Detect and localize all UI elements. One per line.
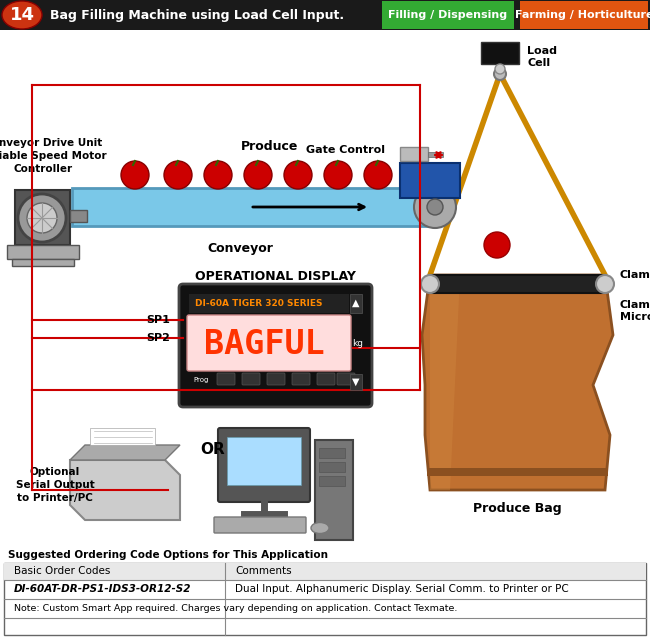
Circle shape (484, 232, 510, 258)
Text: ▲: ▲ (352, 298, 359, 308)
Bar (400, 147, 428, 161)
Circle shape (284, 161, 312, 189)
Bar (319, 448, 345, 458)
FancyBboxPatch shape (217, 373, 235, 385)
Bar (227, 437, 301, 485)
Text: Conveyor Drive Unit
Variable Speed Motor
Controller: Conveyor Drive Unit Variable Speed Motor… (0, 138, 107, 174)
Circle shape (494, 68, 506, 80)
Text: Comments: Comments (235, 567, 292, 576)
Text: Clamp: Clamp (620, 270, 650, 280)
Bar (481, 42, 519, 64)
Bar (382, 1, 514, 29)
Ellipse shape (311, 523, 329, 534)
Polygon shape (422, 275, 613, 490)
Bar (430, 275, 605, 293)
Text: Optional
Serial Output
to Printer/PC: Optional Serial Output to Printer/PC (16, 467, 94, 503)
Bar (189, 294, 349, 313)
Circle shape (364, 161, 392, 189)
Circle shape (421, 275, 439, 293)
Text: DI-60AT-DR-PS1-IDS3-OR12-S2: DI-60AT-DR-PS1-IDS3-OR12-S2 (14, 585, 192, 594)
Text: Bag Filling Machine using Load Cell Input.: Bag Filling Machine using Load Cell Inpu… (50, 8, 344, 22)
FancyBboxPatch shape (218, 428, 310, 502)
Circle shape (414, 186, 456, 228)
Text: Gate Control: Gate Control (306, 145, 385, 155)
Text: Dual Input. Alphanumeric Display. Serial Comm. to Printer or PC: Dual Input. Alphanumeric Display. Serial… (235, 585, 569, 594)
Circle shape (244, 161, 272, 189)
FancyBboxPatch shape (187, 315, 351, 371)
FancyBboxPatch shape (214, 517, 306, 533)
Circle shape (27, 203, 57, 233)
Text: SP2: SP2 (146, 333, 170, 343)
FancyBboxPatch shape (292, 373, 310, 385)
Circle shape (164, 161, 192, 189)
Circle shape (121, 161, 149, 189)
Circle shape (18, 194, 66, 242)
Text: Produce Bag: Produce Bag (473, 502, 562, 515)
Text: Basic Order Codes: Basic Order Codes (14, 567, 111, 576)
Bar (4, 563, 646, 580)
Text: ▼: ▼ (352, 377, 359, 387)
Text: OR: OR (201, 442, 226, 458)
Circle shape (204, 161, 232, 189)
Text: Farming / Horticulture: Farming / Horticulture (515, 10, 650, 20)
Text: Load
Cell: Load Cell (527, 46, 557, 68)
FancyBboxPatch shape (337, 373, 355, 385)
FancyBboxPatch shape (267, 373, 285, 385)
Circle shape (427, 199, 443, 215)
Text: Produce: Produce (241, 139, 299, 153)
Text: Filling / Dispensing: Filling / Dispensing (389, 10, 508, 20)
Bar (72, 188, 435, 226)
Bar (315, 440, 353, 540)
Text: Conveyor: Conveyor (207, 242, 273, 255)
FancyBboxPatch shape (242, 373, 260, 385)
Bar (4, 563, 646, 635)
Text: BAGFUL: BAGFUL (203, 328, 324, 362)
Text: Suggested Ordering Code Options for This Application: Suggested Ordering Code Options for This… (8, 550, 328, 560)
Circle shape (495, 64, 505, 74)
Bar (319, 462, 345, 472)
Bar (12, 259, 74, 266)
FancyBboxPatch shape (317, 373, 335, 385)
Bar (520, 1, 648, 29)
Text: Prog: Prog (193, 377, 209, 383)
FancyBboxPatch shape (179, 284, 372, 407)
Polygon shape (90, 428, 155, 445)
Bar (350, 374, 362, 390)
Ellipse shape (2, 1, 42, 29)
Polygon shape (70, 445, 180, 460)
Bar (0, 0, 650, 30)
Polygon shape (430, 275, 460, 490)
Bar (319, 476, 345, 486)
Bar (427, 468, 608, 476)
Circle shape (596, 275, 614, 293)
Text: kg: kg (352, 339, 363, 348)
Circle shape (324, 161, 352, 189)
Text: DI-60A TIGER 320 SERIES: DI-60A TIGER 320 SERIES (195, 298, 322, 307)
Text: 14: 14 (10, 6, 34, 24)
Bar (70, 210, 87, 222)
Bar (350, 294, 362, 313)
Circle shape (401, 161, 429, 189)
Text: SP1: SP1 (146, 315, 170, 325)
Bar (400, 163, 460, 198)
Bar (7, 245, 79, 259)
Text: Note: Custom Smart App required. Charges vary depending on application. Contact : Note: Custom Smart App required. Charges… (14, 604, 458, 613)
Text: OPERATIONAL DISPLAY: OPERATIONAL DISPLAY (195, 270, 356, 282)
Polygon shape (70, 460, 180, 520)
Bar (15, 190, 70, 245)
Bar (428, 152, 443, 157)
Text: Clamp
Microswitch: Clamp Microswitch (620, 300, 650, 321)
